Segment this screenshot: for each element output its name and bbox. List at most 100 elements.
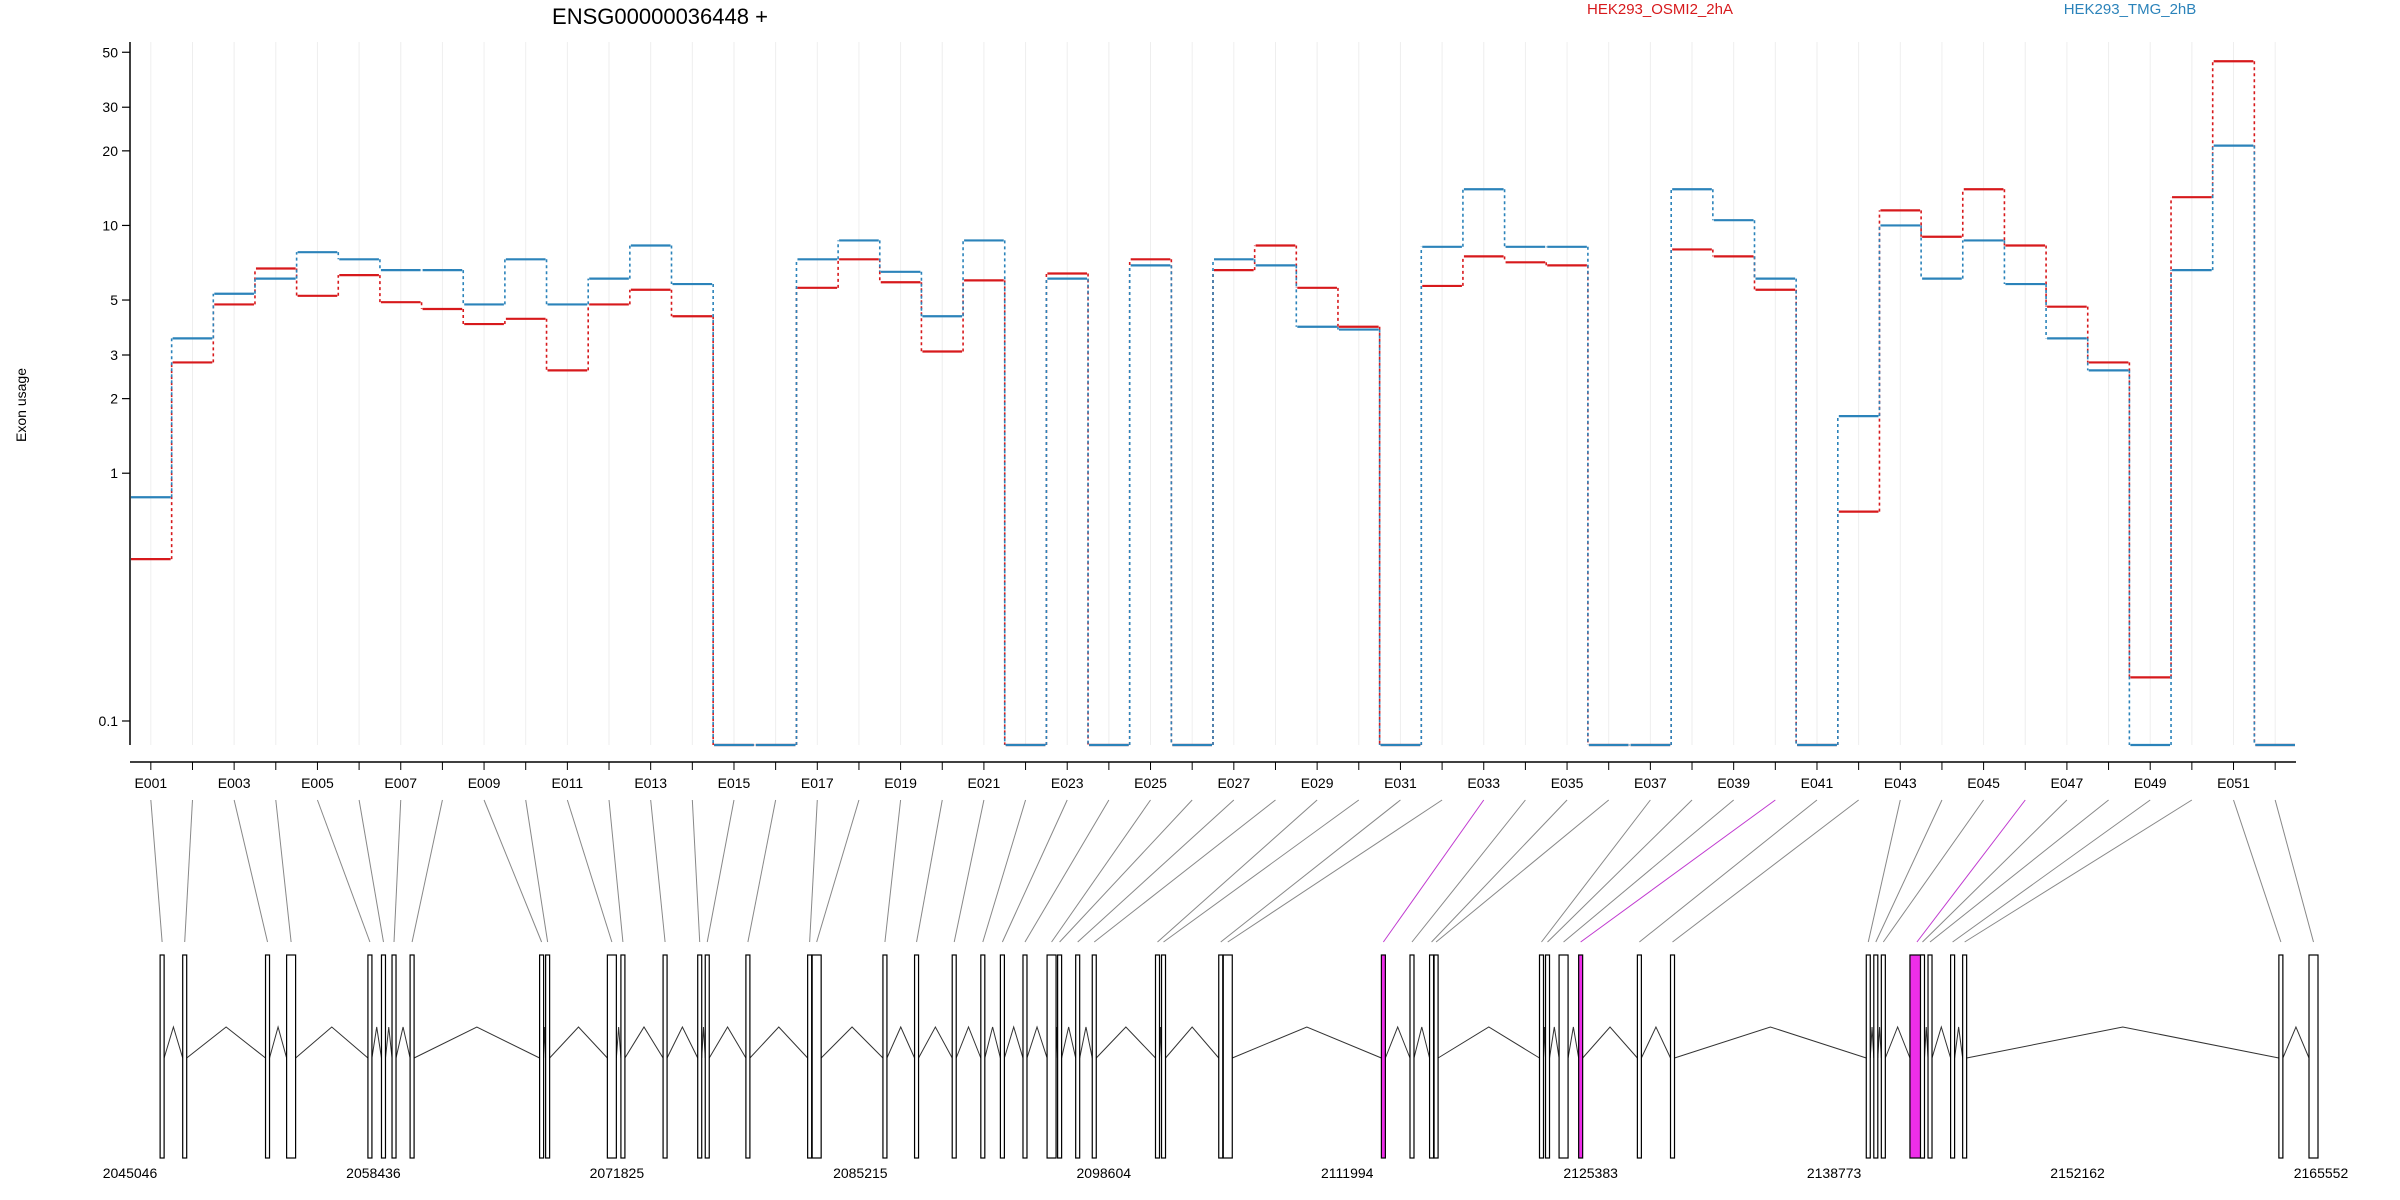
exon-block-E044: [1873, 954, 1879, 1159]
exon-block-E011: [606, 954, 617, 1159]
connector-E017: [809, 799, 818, 943]
intron-51: [2282, 1025, 2310, 1059]
exon-block-E039: [1558, 954, 1569, 1159]
genome-tick-label-2085215: 2085215: [833, 1165, 888, 1181]
x-tick-label-E035: E035: [1551, 775, 1584, 791]
exon-block-E024: [1022, 954, 1028, 1159]
connector-E019: [884, 799, 902, 943]
exon-block-E010: [545, 954, 551, 1159]
connector-E015: [706, 799, 735, 943]
exon-block-E042: [1669, 954, 1676, 1159]
genome-tick-label-2058436: 2058436: [346, 1165, 401, 1181]
exon-block-E047: [1919, 954, 1926, 1159]
genome-tick-label-2138773: 2138773: [1807, 1165, 1862, 1181]
exon-block-E013: [662, 954, 668, 1159]
x-tick-label-E009: E009: [468, 775, 501, 791]
intron-28: [1095, 1026, 1156, 1059]
connector-E006: [358, 799, 384, 943]
genome-axis: 2045046 2058436 2071825 2085215 2098604 21119…: [103, 1165, 2349, 1181]
exon-connectors: [150, 799, 2314, 943]
x-axis: E001 E003 E005 E007 E009 E011 E013 E015 E017 E019…: [130, 761, 2296, 791]
connector-E002: [184, 799, 193, 943]
connector-E045: [1882, 799, 1985, 943]
intron-20: [918, 1025, 953, 1059]
intron-45: [1884, 1025, 1911, 1059]
exon-block-E050: [1962, 954, 1968, 1159]
exon-block-E006: [380, 954, 387, 1159]
connector-E007: [393, 799, 402, 943]
connector-E008: [411, 799, 443, 943]
connector-E036: [1435, 799, 1610, 943]
x-tick-label-E019: E019: [884, 775, 917, 791]
intron-34: [1413, 1026, 1431, 1059]
legend-entry-tmg: HEK293_TMG_2hB: [2064, 1, 2197, 18]
connector-E020: [916, 799, 943, 943]
exon-block-E052: [2308, 954, 2319, 1159]
connector-E018: [816, 799, 860, 943]
vertical-gridlines: [150, 42, 2276, 745]
exon-block-E004: [286, 954, 297, 1159]
genome-tick-label-2125383: 2125383: [1563, 1165, 1618, 1181]
connector-E005: [316, 799, 371, 943]
exon-block-E014: [697, 954, 703, 1159]
x-tick-label-E051: E051: [2217, 775, 2250, 791]
connector-E032: [1227, 799, 1443, 943]
x-tick-label-E047: E047: [2051, 775, 2084, 791]
exon-block-E023: [999, 954, 1005, 1159]
intron-18: [820, 1026, 884, 1059]
connector-E021: [953, 799, 985, 943]
intron-26: [1061, 1026, 1077, 1059]
exon-block-E043: [1865, 954, 1871, 1159]
exon-block-E051: [2278, 954, 2284, 1159]
x-tick-label-E021: E021: [968, 775, 1001, 791]
intron-24: [1026, 1025, 1048, 1059]
y-tick-label-3: 3: [110, 347, 118, 363]
intron-8: [413, 1026, 540, 1059]
x-tick-label-E003: E003: [218, 775, 251, 791]
intron-27: [1079, 1026, 1093, 1059]
connector-E010: [525, 799, 549, 943]
connector-E024: [1024, 799, 1110, 943]
intron-21: [955, 1025, 982, 1059]
y-tick-label-20: 20: [102, 143, 118, 159]
exon-block-E009: [538, 954, 545, 1159]
exon-block-E001: [159, 954, 165, 1159]
exon-block-E030: [1160, 954, 1167, 1159]
exon-block-E028: [1091, 954, 1097, 1159]
exon-block-E025: [1046, 954, 1057, 1159]
x-tick-label-E043: E043: [1884, 775, 1917, 791]
intron-50: [1966, 1026, 2279, 1059]
genome-tick-label-2098604: 2098604: [1077, 1165, 1132, 1181]
exon-block-E032: [1222, 954, 1233, 1159]
exon-block-E049: [1950, 954, 1956, 1159]
x-tick-label-E025: E025: [1134, 775, 1167, 791]
genome-tick-label-2165552: 2165552: [2294, 1165, 2349, 1181]
y-tick-label-5: 5: [110, 292, 118, 308]
connector-E009: [483, 799, 543, 943]
y-tick-label-1: 1: [110, 465, 118, 481]
connector-E012: [608, 799, 624, 943]
intron-7: [395, 1026, 411, 1059]
intron-2: [186, 1026, 266, 1059]
x-tick-label-E033: E033: [1467, 775, 1500, 791]
intron-30: [1165, 1026, 1220, 1059]
exon-block-E003: [264, 954, 271, 1159]
genome-tick-label-2045046: 2045046: [103, 1165, 158, 1181]
x-tick-label-E013: E013: [634, 775, 667, 791]
exon-block-E017: [807, 954, 813, 1159]
intron-42: [1674, 1026, 1867, 1059]
y-tick-label-10: 10: [102, 217, 118, 233]
intron-1: [163, 1025, 184, 1059]
connector-E041: [1639, 799, 1818, 943]
connector-E003: [233, 799, 269, 943]
connector-E039: [1563, 799, 1734, 943]
intron-6: [384, 1026, 393, 1059]
intron-32: [1232, 1026, 1382, 1059]
x-tick-label-E037: E037: [1634, 775, 1667, 791]
connector-E026: [1059, 799, 1193, 943]
y-tick-label-0.1: 0.1: [99, 713, 119, 729]
exon-block-E034: [1409, 954, 1415, 1159]
connector-E011: [566, 799, 613, 943]
x-tick-label-E007: E007: [384, 775, 417, 791]
